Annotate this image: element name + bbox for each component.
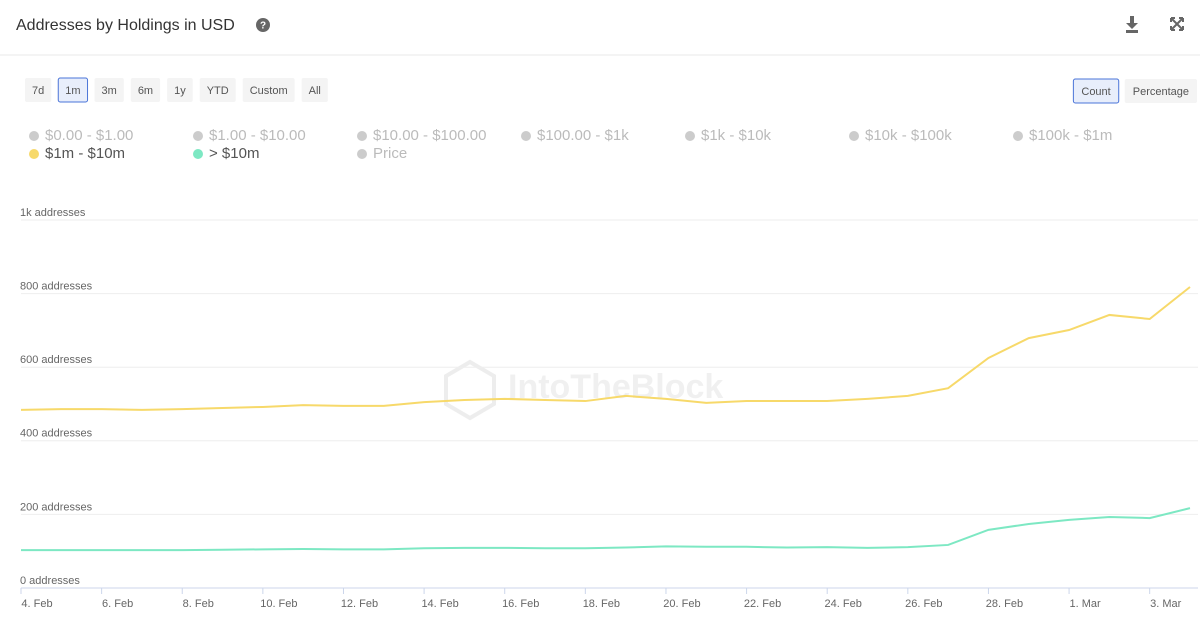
button-label: Percentage [1133, 86, 1189, 98]
x-tick-label: 10. Feb [260, 598, 297, 610]
legend-marker [193, 131, 203, 141]
legend-item[interactable]: > $10m [193, 145, 259, 162]
legend-marker [193, 149, 203, 159]
x-tick-label: 20. Feb [663, 598, 700, 610]
legend-marker [685, 131, 695, 141]
button-bg [167, 78, 193, 102]
x-tick-label: 18. Feb [583, 598, 620, 610]
button-label: 1m [65, 85, 80, 97]
range-button[interactable]: 1y [167, 78, 193, 102]
y-tick-label: 200 addresses [20, 501, 93, 513]
range-button[interactable]: 3m [94, 78, 124, 102]
x-tick-label: 24. Feb [825, 598, 862, 610]
legend-label: $1m - $10m [45, 145, 125, 162]
legend-marker [849, 131, 859, 141]
button-label: Count [1081, 86, 1110, 98]
legend-label: $100k - $1m [1029, 127, 1112, 144]
button-label: 3m [102, 85, 117, 97]
legend-label: $0.00 - $1.00 [45, 127, 133, 144]
range-button[interactable]: Custom [242, 78, 295, 102]
legend-label: $1.00 - $10.00 [209, 127, 306, 144]
x-tick-label: 4. Feb [21, 598, 52, 610]
legend-item[interactable]: $1.00 - $10.00 [193, 127, 306, 144]
series-line [20, 286, 1191, 411]
range-button[interactable]: 7d [25, 78, 52, 102]
legend-label: > $10m [209, 145, 259, 162]
x-tick-label: 6. Feb [102, 598, 133, 610]
help-icon[interactable]: ? [256, 18, 270, 32]
legend-item[interactable]: $10.00 - $100.00 [357, 127, 486, 144]
legend-marker [357, 149, 367, 159]
button-bg [130, 78, 161, 102]
button-bg [242, 78, 295, 102]
legend-marker [1013, 131, 1023, 141]
range-button[interactable]: YTD [199, 78, 236, 102]
button-label: All [309, 85, 321, 97]
legend-item[interactable]: $1m - $10m [29, 145, 125, 162]
x-tick-label: 1. Mar [1069, 598, 1101, 610]
y-tick-label: 600 addresses [20, 354, 93, 366]
y-tick-label: 400 addresses [20, 428, 93, 440]
legend-item[interactable]: Price [357, 145, 407, 162]
button-bg [25, 78, 52, 102]
series-line [21, 507, 1191, 552]
button-bg [57, 77, 89, 103]
expand-icon[interactable] [1170, 17, 1184, 31]
button-bg [301, 78, 328, 102]
legend-marker [29, 131, 39, 141]
svg-text:?: ? [260, 21, 266, 32]
button-bg [94, 78, 124, 102]
view-button[interactable]: Count [1072, 78, 1120, 104]
button-label: 7d [32, 85, 44, 97]
range-button[interactable]: 1m [57, 77, 89, 103]
legend-marker [521, 131, 531, 141]
watermark: IntoTheBlock [444, 359, 723, 421]
legend-item[interactable]: $10k - $100k [849, 127, 952, 144]
button-label: YTD [207, 85, 229, 97]
button-label: 1y [174, 85, 186, 97]
legend-label: $100.00 - $1k [537, 127, 629, 144]
x-tick-label: 16. Feb [502, 598, 539, 610]
button-bg [1072, 78, 1120, 104]
button-label: Custom [250, 85, 288, 97]
x-tick-label: 3. Mar [1150, 598, 1182, 610]
y-tick-label: 1k addresses [20, 207, 86, 219]
x-tick-label: 28. Feb [986, 598, 1023, 610]
chart-title: Addresses by Holdings in USD [16, 17, 235, 34]
legend-label: $10.00 - $100.00 [373, 127, 486, 144]
legend-marker [29, 149, 39, 159]
download-icon[interactable] [1126, 16, 1138, 33]
legend-label: Price [373, 145, 407, 162]
x-tick-label: 8. Feb [183, 598, 214, 610]
x-tick-label: 14. Feb [421, 598, 458, 610]
legend-item[interactable]: $100.00 - $1k [521, 127, 629, 144]
y-tick-label: 0 addresses [20, 575, 80, 587]
legend-item[interactable]: $100k - $1m [1013, 127, 1112, 144]
x-tick-label: 22. Feb [744, 598, 781, 610]
x-tick-label: 12. Feb [341, 598, 378, 610]
legend-item[interactable]: $0.00 - $1.00 [29, 127, 133, 144]
legend-item[interactable]: $1k - $10k [685, 127, 772, 144]
x-tick-label: 26. Feb [905, 598, 942, 610]
range-button[interactable]: All [301, 78, 328, 102]
range-button[interactable]: 6m [130, 78, 161, 102]
view-button[interactable]: Percentage [1124, 79, 1197, 103]
legend-label: $10k - $100k [865, 127, 952, 144]
legend-label: $1k - $10k [701, 127, 772, 144]
y-tick-label: 800 addresses [20, 281, 93, 293]
button-bg [199, 78, 236, 102]
button-bg [1124, 79, 1197, 103]
legend-marker [357, 131, 367, 141]
button-label: 6m [138, 85, 153, 97]
